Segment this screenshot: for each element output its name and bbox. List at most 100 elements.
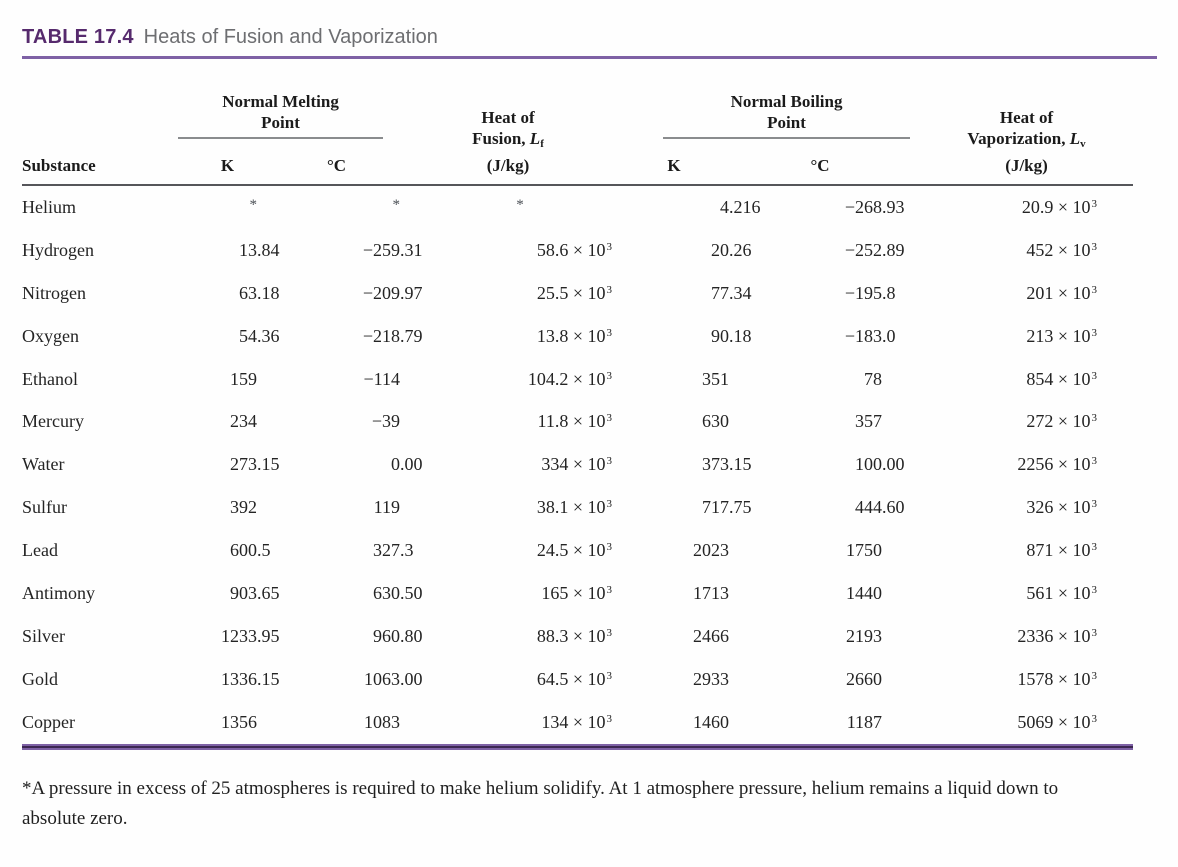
decimal-aligned-value: 119 [285, 497, 428, 518]
value-integer-part: * [285, 197, 401, 218]
value-fraction-part: .79 [400, 325, 423, 346]
value-fraction-part: .26 [729, 239, 752, 260]
decimal-aligned-value: −183.0 [760, 326, 910, 347]
decimal-aligned-value: 960.80 [285, 626, 428, 647]
value-integer-part: 1187 [846, 711, 883, 732]
cell-boiling-c: 1440 [760, 572, 910, 615]
value-fraction-part: .31 [400, 239, 423, 260]
asterisk-marker: * [516, 196, 524, 213]
col-header-melting-k: K [170, 145, 285, 186]
scientific-exponent: 3 [606, 626, 613, 639]
table-row: Helium * * * 4.216 −268.93 20.9 × 103 [22, 185, 1133, 229]
value-fraction-part: .65 [257, 582, 280, 603]
cell-substance: Nitrogen [22, 282, 86, 303]
cell-melting-k: 273.15 [170, 443, 285, 486]
col-header-boiling-k: K [618, 145, 761, 186]
table-row: Sulfur 392 119 38.1 × 103 717.75 444.60 326 × … [22, 486, 1133, 529]
cell-melting-c: −39 [285, 400, 428, 443]
table-row: Ethanol 159 −114 104.2 × 103 351 78 854 × 103 [22, 358, 1133, 401]
cell-heat-of-fusion: 134 × 103 [428, 701, 618, 744]
value-fraction-part: .97 [400, 282, 423, 303]
scientific-mantissa: 134 × 10 [541, 711, 606, 732]
scientific-exponent: 3 [1091, 283, 1098, 296]
cell-heat-of-vaporization: 452 × 103 [910, 229, 1133, 272]
scientific-exponent: 3 [1091, 197, 1098, 210]
cell-boiling-c: 78 [760, 358, 910, 401]
fusion-symbol-subscript: f [540, 138, 544, 150]
table-row: Oxygen 54.36 −218.79 13.8 × 103 90.18 −183.0 2… [22, 315, 1133, 358]
table-title: TABLE 17.4 Heats of Fusion and Vaporizati… [22, 24, 1158, 50]
value-integer-part: −259 [362, 239, 401, 260]
decimal-aligned-value: 2023 [618, 540, 760, 561]
value-integer-part: −39 [371, 411, 401, 432]
scientific-mantissa: 58.6 × 10 [536, 239, 606, 260]
cell-heat-of-fusion: 13.8 × 103 [428, 315, 618, 358]
cell-heat-of-fusion: 104.2 × 103 [428, 358, 618, 401]
decimal-aligned-value: * [285, 197, 428, 218]
value-integer-part: 1336 [221, 668, 257, 689]
col-group-normal-boiling-point: Normal Boiling Point [618, 75, 911, 145]
cell-heat-of-fusion: * [428, 185, 618, 229]
scientific-exponent: 3 [606, 412, 613, 425]
value-integer-part: 392 [230, 497, 257, 518]
value-fraction-part: .15 [729, 454, 752, 475]
cell-substance: Ethanol [22, 368, 78, 389]
value-fraction-part: .15 [257, 668, 280, 689]
decimal-aligned-value: 90.18 [618, 326, 760, 347]
value-fraction-part: .80 [400, 625, 423, 646]
decimal-aligned-value: 327.3 [285, 540, 428, 561]
value-fraction-part: .15 [257, 454, 280, 475]
value-integer-part: 630 [702, 411, 730, 432]
value-integer-part: 4 [720, 196, 730, 217]
value-fraction-part: .3 [400, 540, 414, 561]
cell-melting-c: −209.97 [285, 272, 428, 315]
table-row: Water 273.15 0.00 334 × 103 373.15 100.00 2256… [22, 443, 1133, 486]
decimal-aligned-value: −259.31 [285, 240, 428, 261]
col-header-heat-of-fusion: Heat of Fusion, Lf (J/kg) [428, 75, 619, 186]
fusion-header-line2: Fusion, Lf [428, 128, 588, 155]
decimal-aligned-value: 273.15 [170, 454, 285, 475]
value-integer-part: 2023 [693, 540, 730, 561]
table-bottom-rule [22, 743, 1133, 750]
value-fraction-part: .00 [400, 668, 423, 689]
decimal-aligned-value: 1750 [760, 540, 910, 561]
value-integer-part: 1713 [693, 582, 730, 603]
scientific-exponent: 3 [606, 498, 613, 511]
scientific-mantissa: 2336 × 10 [1017, 625, 1091, 646]
value-fraction-part: .89 [882, 239, 905, 260]
decimal-aligned-value: 1233.95 [170, 626, 285, 647]
value-fraction-part: .00 [400, 454, 423, 475]
table-number: TABLE 17.4 [22, 26, 134, 48]
value-integer-part: −195 [844, 282, 883, 303]
scientific-mantissa: 165 × 10 [541, 582, 606, 603]
cell-heat-of-vaporization: 20.9 × 103 [910, 185, 1133, 229]
value-integer-part: 1083 [364, 711, 401, 732]
cell-heat-of-vaporization: 326 × 103 [910, 486, 1133, 529]
decimal-aligned-value: 2466 [618, 626, 760, 647]
cell-substance: Sulfur [22, 497, 67, 518]
cell-heat-of-vaporization: 5069 × 103 [910, 701, 1133, 744]
value-integer-part: −268 [844, 196, 883, 217]
decimal-aligned-value: 63.18 [170, 283, 285, 304]
decimal-aligned-value: 77.34 [618, 283, 760, 304]
value-integer-part: 2660 [846, 668, 883, 689]
value-integer-part: 119 [373, 497, 401, 518]
decimal-aligned-value: * [170, 197, 285, 218]
decimal-aligned-value: 4.216 [618, 196, 761, 218]
cell-melting-c: 327.3 [285, 529, 428, 572]
scientific-exponent: 3 [1091, 712, 1098, 725]
scientific-exponent: 3 [1091, 669, 1098, 682]
decimal-aligned-value: 78 [760, 369, 910, 390]
value-fraction-part: .93 [882, 196, 905, 217]
decimal-aligned-value: 13.84 [170, 240, 285, 261]
decimal-aligned-value: 630 [618, 411, 760, 432]
cell-melting-k: 63.18 [170, 272, 285, 315]
scientific-mantissa: 13.8 × 10 [536, 325, 606, 346]
cell-boiling-k: 4.216 [618, 185, 761, 229]
scientific-exponent: 3 [1091, 583, 1098, 596]
value-integer-part: 273 [230, 454, 257, 475]
fusion-header-line1: Heat of [481, 108, 535, 127]
cell-substance: Antimony [22, 582, 96, 603]
value-fraction-part: .0 [882, 325, 896, 346]
cell-melting-c: 630.50 [285, 572, 428, 615]
